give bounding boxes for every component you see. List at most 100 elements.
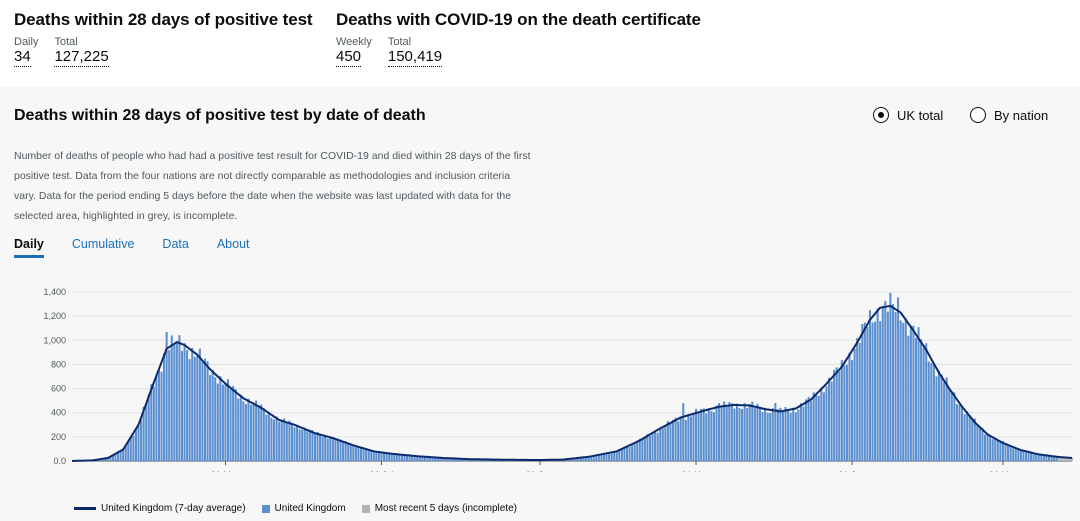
daily-bar <box>385 453 388 461</box>
daily-bar <box>467 459 470 461</box>
daily-bar <box>618 449 621 461</box>
legend-item-daily[interactable]: United Kingdom <box>261 503 346 514</box>
daily-bar <box>1045 455 1048 461</box>
daily-bar <box>930 363 933 461</box>
daily-bar <box>835 367 838 461</box>
daily-bar <box>1024 451 1027 461</box>
daily-bar <box>324 435 327 461</box>
daily-bar <box>672 419 675 461</box>
daily-bar <box>728 402 731 461</box>
daily-bar <box>359 447 363 461</box>
daily-bar <box>789 412 792 461</box>
daily-bar <box>781 412 785 461</box>
y-tick-label: 1,200 <box>43 311 66 321</box>
daily-bar <box>1032 453 1035 461</box>
tab-daily[interactable]: Daily <box>14 237 44 258</box>
metric-total: Total 150,419 <box>387 36 443 67</box>
metric-label: Daily <box>14 36 39 48</box>
metric-label: Total <box>54 36 78 48</box>
x-tick-label: 01 May <box>211 470 241 472</box>
daily-bar <box>925 343 928 461</box>
daily-bar <box>710 411 713 461</box>
radio-by-nation[interactable]: By nation <box>970 107 1048 123</box>
daily-bar <box>590 455 593 461</box>
daily-bar <box>111 455 114 461</box>
daily-bar <box>697 412 700 461</box>
daily-bar <box>265 414 268 461</box>
tab-about[interactable]: About <box>216 237 250 251</box>
metric-total: Total 127,225 <box>54 36 109 67</box>
deaths-chart: 0.0 200 400 600 800 1,000 1,200 1,400 01 May 01 J… <box>43 287 1074 472</box>
daily-bar <box>848 352 851 461</box>
legend-item-incomplete[interactable]: Most recent 5 days (incomplete) <box>361 503 517 514</box>
daily-bar <box>902 322 905 461</box>
daily-bar <box>774 403 777 461</box>
tab-data[interactable]: Data <box>162 237 189 251</box>
daily-bar <box>191 347 194 461</box>
daily-bar <box>958 404 961 461</box>
daily-bar <box>226 379 230 461</box>
daily-bar <box>756 403 759 461</box>
metric-value[interactable]: 450 <box>336 48 362 67</box>
legend-item-average[interactable]: United Kingdom (7-day average) <box>74 503 246 514</box>
x-tick-label: 01 Sep <box>526 470 555 472</box>
daily-bar <box>853 348 856 461</box>
daily-bar <box>237 398 240 461</box>
metric-value[interactable]: 150,419 <box>387 48 443 67</box>
radio-uk-total[interactable]: UK total <box>873 107 943 123</box>
daily-bar <box>828 377 831 461</box>
daily-bar <box>689 416 692 461</box>
daily-bar <box>807 396 810 461</box>
daily-bar <box>449 458 452 461</box>
daily-bar <box>991 439 994 461</box>
daily-bar <box>743 403 746 461</box>
daily-bar <box>234 389 237 461</box>
daily-bar <box>370 450 373 461</box>
radio-checked-icon[interactable] <box>873 107 889 123</box>
metric-value[interactable]: 34 <box>14 48 31 67</box>
legend-label: United Kingdom (7-day average) <box>101 503 246 514</box>
daily-bar <box>273 419 276 461</box>
daily-bar <box>651 432 654 461</box>
daily-bar <box>188 359 191 461</box>
daily-bar <box>203 358 207 461</box>
daily-bar <box>398 454 401 461</box>
daily-bar <box>1030 451 1033 461</box>
daily-bar <box>444 457 447 461</box>
radio-unchecked-icon[interactable] <box>970 107 986 123</box>
metric-label: Total <box>387 36 412 48</box>
daily-bar <box>193 356 196 461</box>
daily-bar <box>163 353 166 461</box>
daily-bar <box>308 429 311 461</box>
daily-bar <box>436 457 439 461</box>
daily-bar <box>408 455 411 461</box>
daily-bar <box>1012 448 1015 461</box>
daily-bar <box>602 453 605 461</box>
daily-bar <box>922 347 925 461</box>
daily-bar <box>1037 454 1040 461</box>
metric-value[interactable]: 127,225 <box>54 48 109 67</box>
daily-bar <box>656 432 659 461</box>
daily-bar <box>741 409 744 461</box>
daily-bar <box>339 439 342 461</box>
daily-bar <box>851 360 854 461</box>
daily-bar <box>628 446 631 461</box>
daily-bar <box>180 350 183 461</box>
daily-bar <box>687 413 690 461</box>
daily-bar <box>186 349 189 461</box>
daily-bar <box>927 361 930 461</box>
daily-bar <box>270 417 273 461</box>
daily-bar <box>344 441 347 461</box>
daily-bar <box>1004 444 1007 461</box>
daily-bar <box>459 458 462 461</box>
daily-bar <box>707 408 710 461</box>
daily-bar <box>569 458 572 461</box>
daily-bar <box>932 363 935 461</box>
headline-deaths-28-days: Deaths within 28 days of positive test D… <box>14 10 313 67</box>
tab-cumulative[interactable]: Cumulative <box>71 237 135 251</box>
daily-bar <box>897 297 900 461</box>
daily-bar <box>978 427 981 461</box>
daily-bar <box>388 453 391 461</box>
daily-bar <box>582 457 585 461</box>
daily-bar <box>968 415 971 461</box>
